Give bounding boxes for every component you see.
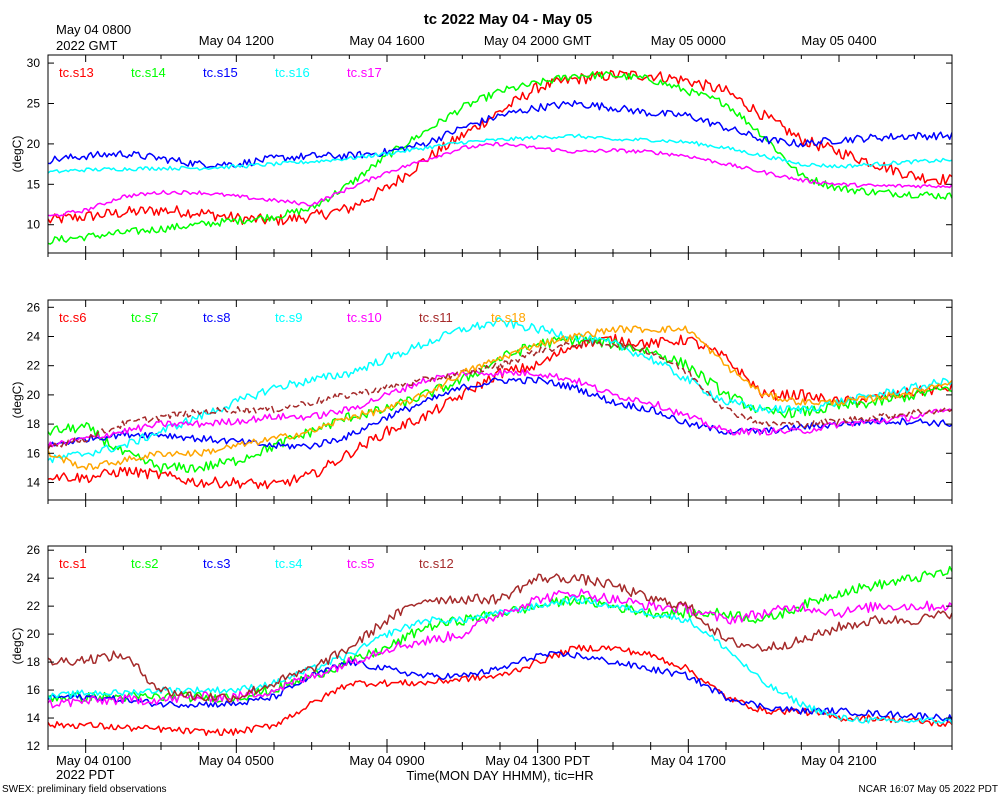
bottom-tick-label: May 04 0900: [349, 753, 424, 768]
panel-frame: [47, 54, 953, 254]
legend-tc-s8: tc.s8: [203, 310, 230, 325]
series-line-tc-s12: [48, 573, 952, 703]
legend-tc-s14: tc.s14: [131, 65, 166, 80]
legend-tc-s18: tc.s18: [491, 310, 526, 325]
y-tick-label: 20: [27, 388, 41, 402]
footer-left: SWEX: preliminary field observations: [2, 784, 167, 795]
legend-tc-s11: tc.s11: [419, 310, 453, 325]
y-tick-label: 10: [27, 218, 41, 232]
legend-tc-s15: tc.s15: [203, 65, 238, 80]
panel-2: 14 16 18 20 22 24 26 (degC) tc.s6 tc.s7 tc.s8 tc.s9…: [10, 299, 953, 507]
bottom-tick-label: May 04 1300 PDT: [485, 753, 590, 768]
series-line-tc-s9: [48, 317, 952, 464]
y-tick-label: 18: [27, 417, 41, 431]
y-tick-label: 25: [27, 96, 41, 110]
top-tick-label: May 05 0400: [801, 33, 876, 48]
series-line-tc-s8: [48, 376, 952, 450]
y-tick-label: 16: [27, 683, 41, 697]
y-tick-label: 24: [27, 571, 41, 585]
legend-tc-s2: tc.s2: [131, 556, 158, 571]
y-tick-label: 20: [27, 627, 41, 641]
legend-tc-s10: tc.s10: [347, 310, 382, 325]
legend-tc-s7: tc.s7: [131, 310, 158, 325]
bottom-axis-start-label-line2: 2022 PDT: [56, 767, 115, 782]
top-tick-label: May 04 2000 GMT: [484, 33, 592, 48]
x-axis-label: Time(MON DAY HHMM), tic=HR: [406, 768, 593, 783]
footer-right: NCAR 16:07 May 05 2022 PDT: [858, 784, 998, 795]
legend-tc-s4: tc.s4: [275, 556, 302, 571]
top-tick-label: May 04 1600: [349, 33, 424, 48]
y-tick-label: 26: [27, 543, 41, 557]
y-tick-label: 22: [27, 359, 41, 373]
y-tick-label: 14: [27, 711, 41, 725]
series-line-tc-s3: [48, 651, 952, 722]
y-axis-label: (degC): [10, 136, 24, 173]
series-line-tc-s16: [48, 133, 952, 174]
y-tick-label: 24: [27, 329, 41, 343]
top-axis-start-label-line2: 2022 GMT: [56, 38, 117, 53]
panel-3: 12 14 16 18 20 22 24 26 (degC) tc.s1 tc.s2 tc.s3 tc.…: [10, 543, 953, 753]
y-tick-label: 30: [27, 56, 41, 70]
panel-frame: [47, 545, 953, 747]
series-line-tc-s10: [48, 369, 952, 448]
legend-tc-s16: tc.s16: [275, 65, 310, 80]
y-tick-label: 12: [27, 739, 41, 753]
panel-frame: [47, 299, 953, 501]
series-line-tc-s5: [48, 588, 952, 709]
series-line-tc-s18: [48, 325, 952, 471]
series-line-tc-s17: [48, 141, 952, 217]
y-tick-label: 18: [27, 655, 41, 669]
legend-tc-s13: tc.s13: [59, 65, 94, 80]
series-line-tc-s15: [48, 100, 952, 169]
y-tick-label: 22: [27, 599, 41, 613]
legend-tc-s9: tc.s9: [275, 310, 302, 325]
legend-tc-s6: tc.s6: [59, 310, 86, 325]
y-tick-label: 20: [27, 137, 41, 151]
chart-title: tc 2022 May 04 - May 05: [424, 11, 592, 28]
legend-tc-s5: tc.s5: [347, 556, 374, 571]
bottom-tick-label: May 04 1700: [651, 753, 726, 768]
series-line-tc-s4: [48, 595, 952, 725]
series-line-tc-s14: [48, 71, 952, 245]
panel-1: 10 15 20 25 30 (degC) tc.s13 tc.s14 tc.s15 tc.s16…: [10, 54, 953, 260]
y-axis-label: (degC): [10, 628, 24, 665]
bottom-tick-label: May 04 0100: [56, 753, 131, 768]
y-tick-label: 26: [27, 300, 41, 314]
series-line-tc-s1: [48, 644, 952, 737]
y-tick-label: 16: [27, 446, 41, 460]
y-axis-label: (degC): [10, 382, 24, 419]
bottom-tick-label: May 04 2100: [801, 753, 876, 768]
top-tick-label: May 04 1200: [199, 33, 274, 48]
legend-tc-s17: tc.s17: [347, 65, 382, 80]
legend-tc-s12: tc.s12: [419, 556, 454, 571]
bottom-tick-label: May 04 0500: [199, 753, 274, 768]
series-line-tc-s6: [48, 333, 952, 490]
series-line-tc-s11: [48, 339, 952, 450]
top-tick-label: May 05 0000: [651, 33, 726, 48]
y-tick-label: 14: [27, 475, 41, 489]
legend-tc-s1: tc.s1: [59, 556, 86, 571]
top-axis-start-label-line1: May 04 0800: [56, 22, 131, 37]
y-tick-label: 15: [27, 177, 41, 191]
legend-tc-s3: tc.s3: [203, 556, 230, 571]
series-line-tc-s13: [48, 69, 952, 226]
